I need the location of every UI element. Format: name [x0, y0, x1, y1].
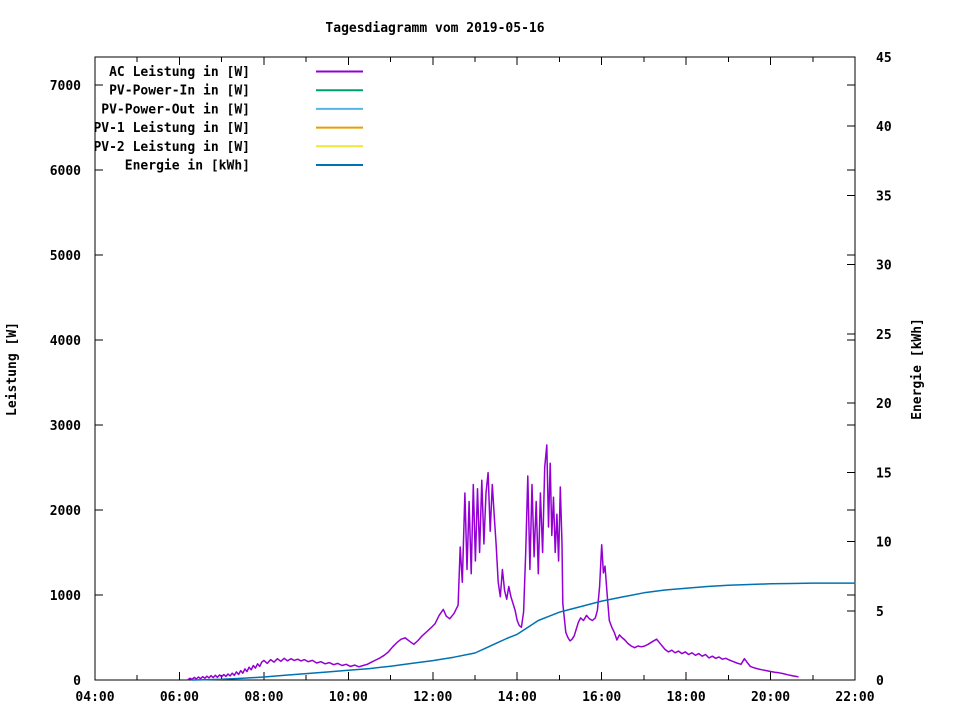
y-left-tick-label: 2000	[50, 504, 81, 519]
legend-item-energie-in-kwh: Energie in [kWh]	[125, 159, 363, 174]
y-right-tick-label: 40	[876, 120, 892, 135]
legend-label: PV-Power-In in [W]	[109, 84, 250, 99]
x-tick-label: 04:00	[75, 690, 114, 705]
y-left-tick-label: 3000	[50, 419, 81, 434]
y-right-tick-label: 15	[876, 466, 892, 481]
x-tick-label: 18:00	[667, 690, 706, 705]
legend-label: Energie in [kWh]	[125, 159, 250, 174]
axis-ticks: 04:00 06:00 08:00 10:00 12:00 14:00 16:00 18:00…	[50, 51, 892, 705]
y-left-tick-label: 0	[73, 674, 81, 689]
y-left-tick-label: 7000	[50, 79, 81, 94]
legend-item-pv-power-out-in-w: PV-Power-Out in [W]	[101, 102, 363, 117]
x-tick-label: 20:00	[751, 690, 790, 705]
y-right-tick-label: 35	[876, 189, 892, 204]
x-tick-label: 08:00	[244, 690, 283, 705]
x-tick-label: 06:00	[160, 690, 199, 705]
x-tick-label: 14:00	[498, 690, 537, 705]
y-right-tick-label: 0	[876, 674, 884, 689]
chart-title: Tagesdiagramm vom 2019-05-16	[325, 21, 544, 36]
y-right-axis-title: Energie [kWh]	[910, 318, 925, 420]
y-left-tick-label: 5000	[50, 249, 81, 264]
y-left-axis-title: Leistung [W]	[5, 322, 20, 416]
y-right-tick-label: 45	[876, 51, 892, 66]
y-right-tick-label: 25	[876, 328, 892, 343]
y-left-tick-label: 1000	[50, 589, 81, 604]
x-tick-label: 10:00	[329, 690, 368, 705]
y-left-tick-label: 4000	[50, 334, 81, 349]
legend-label: PV-1 Leistung in [W]	[93, 121, 250, 136]
x-tick-label: 16:00	[582, 690, 621, 705]
y-left-tick-label: 6000	[50, 164, 81, 179]
legend-label: PV-2 Leistung in [W]	[93, 140, 250, 155]
y-right-tick-label: 5	[876, 605, 884, 620]
legend: AC Leistung in [W] PV-Power-In in [W] PV-P…	[93, 65, 363, 174]
legend-item-ac-leistung-in-w: AC Leistung in [W]	[109, 65, 363, 80]
legend-label: PV-Power-Out in [W]	[101, 102, 250, 117]
series-lines	[187, 444, 856, 681]
y-right-tick-label: 30	[876, 259, 892, 274]
series-line-ac-leistung-in-w	[187, 444, 799, 681]
series-line-energie-in-kwh	[191, 582, 856, 681]
y-right-tick-label: 20	[876, 397, 892, 412]
y-right-tick-label: 10	[876, 536, 892, 551]
legend-item-pv-1-leistung-in-w: PV-1 Leistung in [W]	[93, 121, 363, 136]
legend-item-pv-power-in-in-w: PV-Power-In in [W]	[109, 84, 363, 99]
x-tick-label: 22:00	[835, 690, 874, 705]
legend-label: AC Leistung in [W]	[109, 65, 250, 80]
x-tick-label: 12:00	[413, 690, 452, 705]
legend-item-pv-2-leistung-in-w: PV-2 Leistung in [W]	[93, 140, 363, 155]
